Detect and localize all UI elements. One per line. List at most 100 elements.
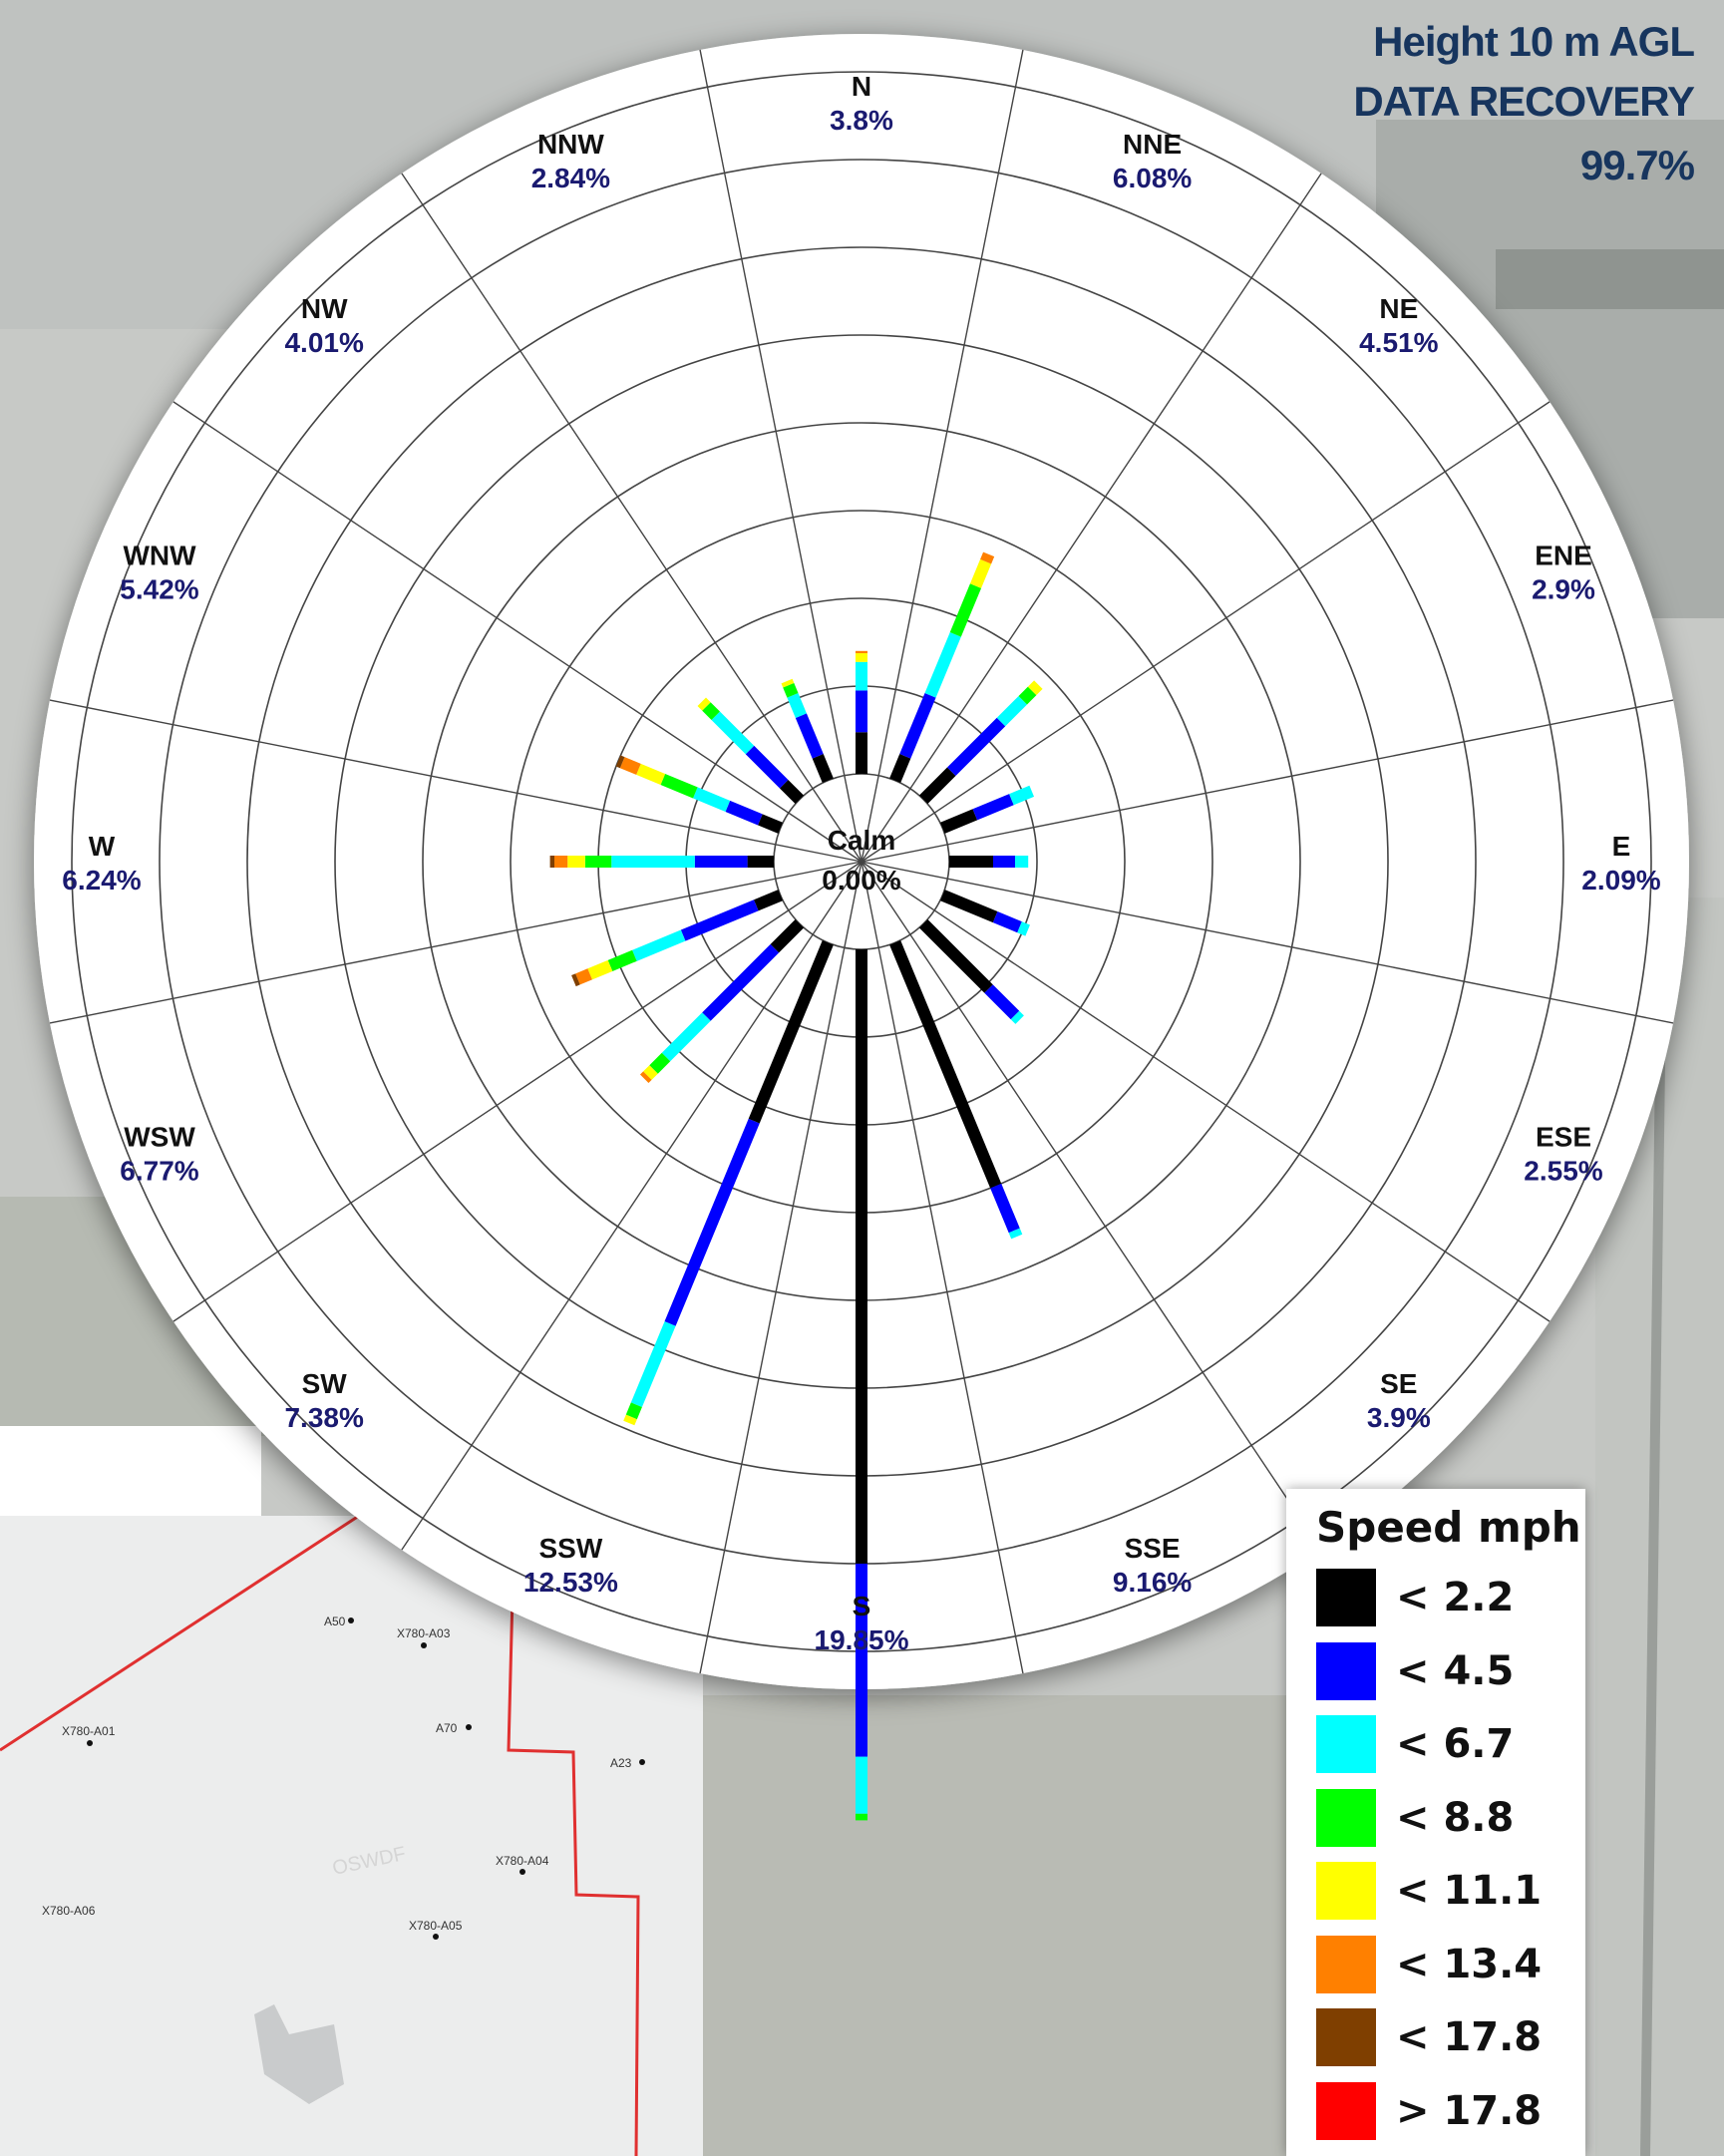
bar-segment-wnw-2 bbox=[693, 787, 731, 812]
direction-pct-e: 2.09% bbox=[1581, 865, 1660, 896]
bar-segment-wsw-0 bbox=[754, 890, 783, 911]
grid-spoke bbox=[861, 861, 1551, 1322]
speed-legend: Speed mph < 2.2 < 4.5 < 6.7 < 8.8 < 11.1 < 13… bbox=[1286, 1489, 1585, 2156]
bar-segment-ese-2 bbox=[1017, 921, 1030, 936]
bar-segment-sw-1 bbox=[702, 943, 780, 1021]
direction-label-nnw: NNW bbox=[537, 129, 604, 160]
bar-segment-nnw-1 bbox=[795, 713, 824, 759]
grid-spoke bbox=[861, 49, 1024, 863]
legend-swatch bbox=[1316, 1569, 1376, 1626]
bar-segment-nnw-3 bbox=[783, 682, 799, 698]
legend-swatch bbox=[1316, 1788, 1376, 1847]
bar-segment-ssw-1 bbox=[664, 1118, 760, 1326]
grid-spoke bbox=[401, 173, 862, 863]
legend-item: < 6.7 bbox=[1316, 1715, 1575, 1775]
bar-segment-wsw-4 bbox=[587, 959, 613, 980]
direction-pct-se: 3.9% bbox=[1367, 1402, 1431, 1433]
bar-segment-sw-5 bbox=[639, 1071, 652, 1084]
legend-label: < 8.8 bbox=[1396, 1794, 1515, 1841]
bar-segment-sse-0 bbox=[889, 940, 1002, 1189]
legend-item: < 13.4 bbox=[1316, 1935, 1575, 1995]
map-label: X780-A01 bbox=[62, 1724, 116, 1738]
direction-label-ese: ESE bbox=[1536, 1122, 1591, 1153]
grid-spoke bbox=[861, 861, 1024, 1674]
bar-segment-sw-0 bbox=[770, 918, 805, 953]
legend-label: < 11.1 bbox=[1396, 1868, 1543, 1914]
bar-segment-ssw-3 bbox=[625, 1402, 642, 1420]
bar-segment-ne-2 bbox=[996, 695, 1028, 727]
direction-label-sw: SW bbox=[302, 1368, 348, 1399]
legend-label: < 4.5 bbox=[1396, 1647, 1515, 1694]
legend-label: < 2.2 bbox=[1396, 1575, 1515, 1620]
bar-segment-ne-3 bbox=[1018, 686, 1037, 705]
bar-segment-nw-2 bbox=[711, 711, 755, 755]
legend-title: Speed mph bbox=[1316, 1503, 1581, 1552]
legend-item: < 2.2 bbox=[1316, 1569, 1575, 1628]
direction-label-e: E bbox=[1612, 831, 1631, 862]
bar-segment-ne-0 bbox=[918, 767, 956, 805]
direction-pct-wsw: 6.77% bbox=[120, 1156, 198, 1187]
calm-label: Calm bbox=[828, 825, 895, 856]
direction-label-nne: NNE bbox=[1123, 129, 1182, 160]
bar-segment-sw-3 bbox=[649, 1052, 671, 1074]
direction-label-w: W bbox=[89, 831, 116, 862]
calm-value: 0.00% bbox=[822, 865, 900, 896]
bar-segment-wnw-6 bbox=[615, 755, 625, 769]
map-label: X780-A03 bbox=[397, 1626, 451, 1640]
grid-spoke bbox=[172, 861, 862, 1322]
direction-pct-ene: 2.9% bbox=[1532, 573, 1595, 604]
direction-pct-nne: 6.08% bbox=[1113, 163, 1192, 193]
bar-segment-wnw-4 bbox=[636, 763, 666, 786]
bar-segment-ene-2 bbox=[1009, 785, 1035, 806]
bar-segment-nne-1 bbox=[899, 693, 936, 759]
direction-pct-s: 19.85% bbox=[815, 1624, 909, 1655]
bar-segment-wnw-5 bbox=[619, 757, 641, 775]
direction-pct-ne: 4.51% bbox=[1359, 327, 1438, 358]
legend-item: < 4.5 bbox=[1316, 1641, 1575, 1702]
legend-swatch bbox=[1316, 1641, 1376, 1700]
direction-label-s: S bbox=[853, 1591, 871, 1621]
bar-segment-nw-4 bbox=[697, 697, 711, 711]
legend-label: < 6.7 bbox=[1396, 1721, 1515, 1767]
direction-label-se: SE bbox=[1380, 1368, 1417, 1399]
data-recovery-label: DATA RECOVERY bbox=[1353, 78, 1695, 125]
map-label: X780-A04 bbox=[496, 1854, 549, 1868]
direction-pct-nw: 4.01% bbox=[284, 327, 363, 358]
direction-label-nw: NW bbox=[301, 293, 348, 324]
direction-label-wsw: WSW bbox=[124, 1122, 195, 1153]
bar-segment-ssw-2 bbox=[630, 1321, 676, 1408]
legend-item: > 17.8 bbox=[1316, 2081, 1575, 2142]
grid-spoke bbox=[699, 861, 862, 1674]
bar-segment-wnw-0 bbox=[758, 814, 783, 834]
direction-pct-nnw: 2.84% bbox=[531, 163, 610, 193]
map-label: X780-A06 bbox=[42, 1904, 96, 1918]
bar-segment-nne-3 bbox=[949, 583, 982, 637]
direction-pct-ese: 2.55% bbox=[1524, 1156, 1602, 1187]
bar-segment-nne-0 bbox=[889, 754, 911, 783]
grid-spoke bbox=[861, 861, 1322, 1551]
legend-label: > 17.8 bbox=[1396, 2087, 1543, 2134]
legend-swatch bbox=[1316, 1935, 1376, 1993]
bar-segment-sse-2 bbox=[1008, 1228, 1023, 1240]
bar-segment-ese-1 bbox=[992, 911, 1022, 933]
grid-spoke bbox=[49, 861, 862, 1024]
bar-segment-nw-1 bbox=[745, 745, 789, 789]
map-label: A50 bbox=[324, 1615, 346, 1628]
direction-pct-w: 6.24% bbox=[62, 865, 141, 896]
data-recovery-value: 99.7% bbox=[1579, 142, 1695, 188]
direction-label-ssw: SSW bbox=[539, 1533, 603, 1564]
grid-spoke bbox=[861, 699, 1674, 863]
bar-segment-se-0 bbox=[918, 918, 993, 993]
bar-segment-wsw-6 bbox=[571, 973, 580, 987]
legend-swatch bbox=[1316, 1715, 1376, 1773]
direction-label-wnw: WNW bbox=[123, 539, 196, 570]
bar-segment-sw-4 bbox=[643, 1065, 658, 1080]
bar-segment-wsw-1 bbox=[680, 899, 759, 941]
bar-segment-sse-1 bbox=[990, 1183, 1020, 1234]
direction-pct-n: 3.8% bbox=[830, 105, 893, 136]
bar-segment-wsw-2 bbox=[632, 929, 686, 961]
bar-segment-ne-1 bbox=[946, 717, 1006, 777]
legend-swatch bbox=[1316, 1862, 1376, 1920]
bar-segment-wnw-3 bbox=[660, 773, 698, 799]
